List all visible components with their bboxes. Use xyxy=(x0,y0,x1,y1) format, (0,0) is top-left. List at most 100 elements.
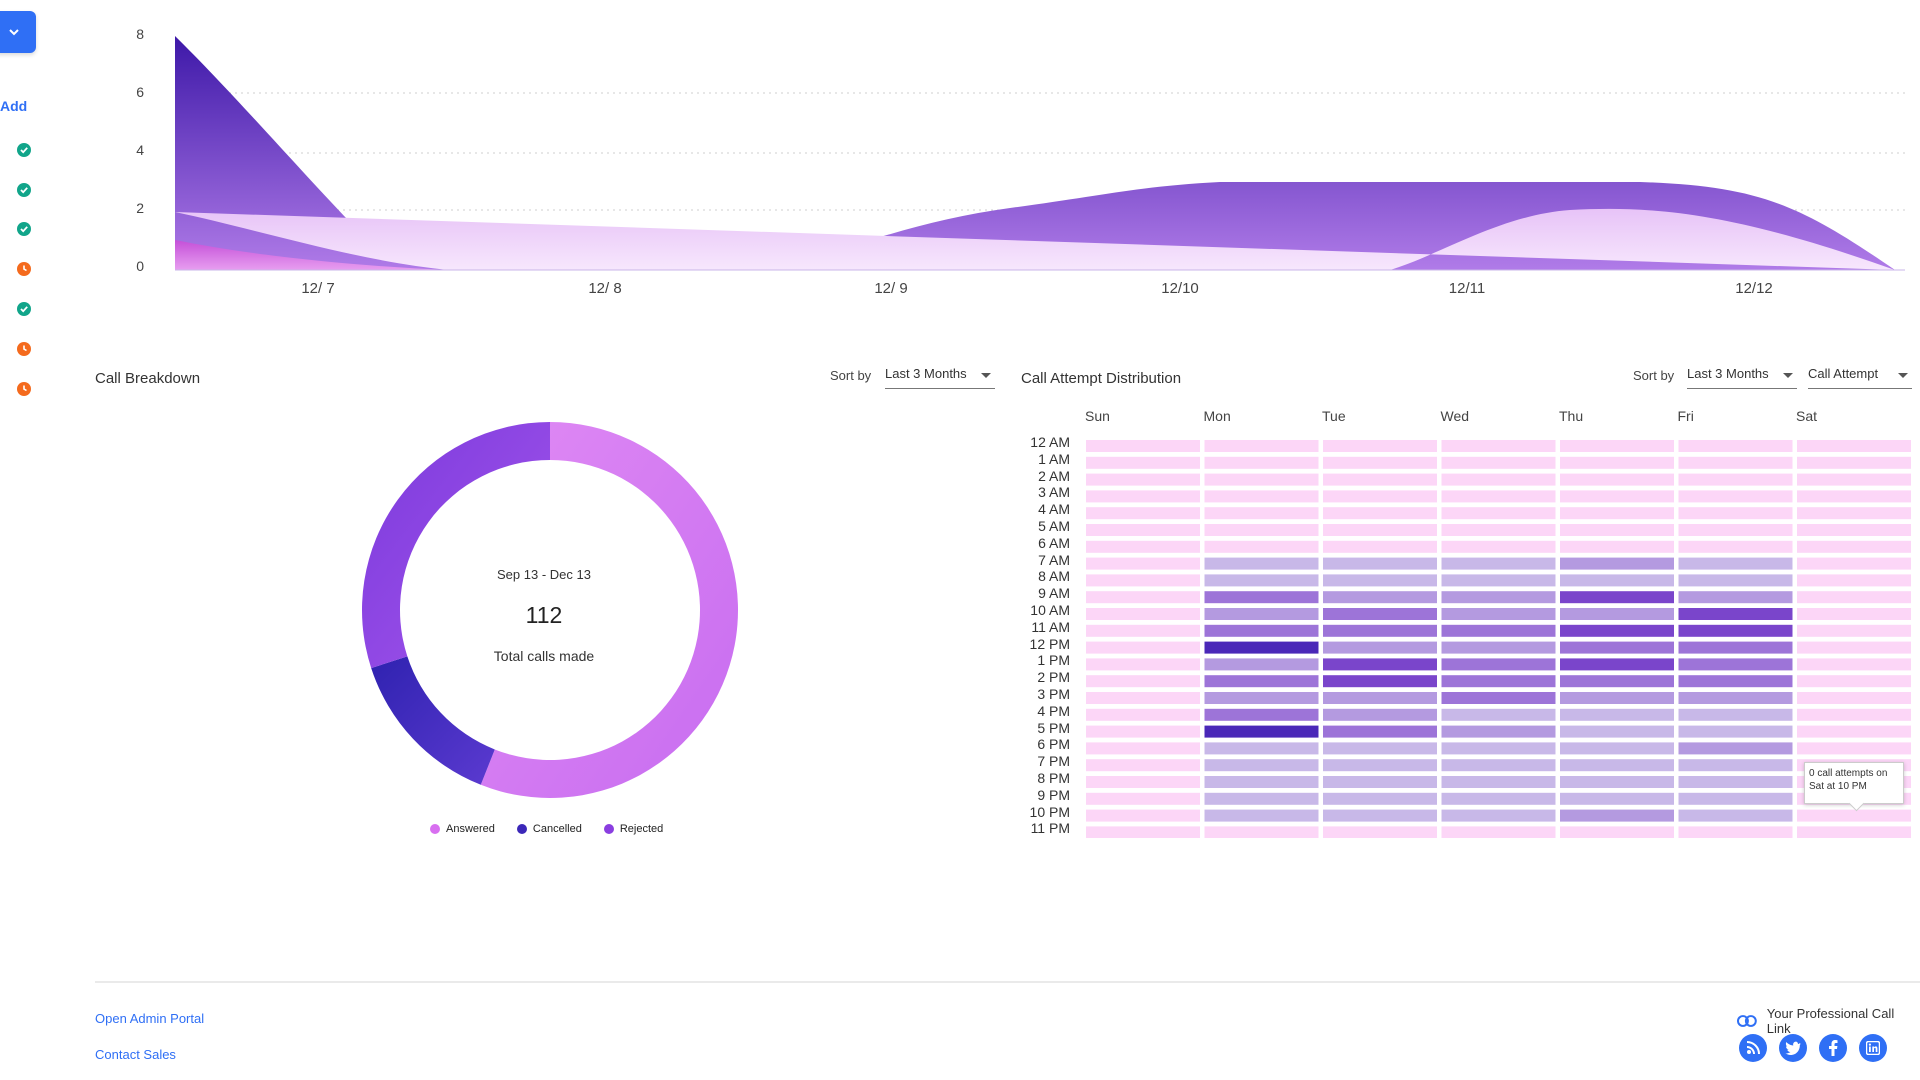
heatmap-cell[interactable] xyxy=(1323,591,1437,604)
heatmap-cell[interactable] xyxy=(1441,641,1556,654)
legend-item[interactable]: Answered xyxy=(430,823,495,835)
heatmap-cell[interactable] xyxy=(1441,574,1556,587)
heatmap-cell[interactable] xyxy=(1441,624,1556,637)
heatmap-cell[interactable] xyxy=(1678,809,1793,822)
heatmap-cell[interactable] xyxy=(1204,608,1319,620)
heatmap-cell[interactable] xyxy=(1560,540,1674,553)
heatmap-cell[interactable] xyxy=(1678,658,1793,671)
heatmap-cell[interactable] xyxy=(1678,507,1793,520)
heatmap-cell[interactable] xyxy=(1441,440,1556,452)
heatmap-cell[interactable] xyxy=(1678,540,1793,553)
heatmap-cell[interactable] xyxy=(1678,708,1793,721)
heatmap-cell[interactable] xyxy=(1560,776,1674,788)
heatmap-cell[interactable] xyxy=(1204,641,1319,654)
legend-item[interactable]: Rejected xyxy=(603,823,663,835)
heatmap-cell[interactable] xyxy=(1086,456,1200,469)
heatmap-cell[interactable] xyxy=(1204,540,1319,553)
heatmap-cell[interactable] xyxy=(1086,809,1200,822)
heatmap-cell[interactable] xyxy=(1678,490,1793,503)
heatmap-cell[interactable] xyxy=(1560,624,1674,637)
heatmap-cell[interactable] xyxy=(1560,524,1674,536)
dropdown-button[interactable] xyxy=(0,11,36,53)
heatmap-cell[interactable] xyxy=(1560,759,1674,772)
heatmap-cell[interactable] xyxy=(1441,675,1556,688)
heatmap-cell[interactable] xyxy=(1086,440,1200,452)
heatmap-cell[interactable] xyxy=(1560,742,1674,755)
heatmap-cell[interactable] xyxy=(1797,641,1911,654)
heatmap-cell[interactable] xyxy=(1204,557,1319,570)
heatmap-cell[interactable] xyxy=(1560,658,1674,671)
heatmap-cell[interactable] xyxy=(1560,792,1674,805)
heatmap-cell[interactable] xyxy=(1678,440,1793,452)
heatmap-cell[interactable] xyxy=(1204,591,1319,604)
heatmap-cell[interactable] xyxy=(1441,658,1556,671)
heatmap-cell[interactable] xyxy=(1441,759,1556,772)
add-link[interactable]: Add xyxy=(0,98,28,114)
heatmap-cell[interactable] xyxy=(1678,456,1793,469)
heatmap-cell[interactable] xyxy=(1086,658,1200,671)
heatmap-cell[interactable] xyxy=(1086,742,1200,755)
heatmap-cell[interactable] xyxy=(1323,624,1437,637)
heatmap-cell[interactable] xyxy=(1323,641,1437,654)
heatmap-cell[interactable] xyxy=(1441,826,1556,838)
heatmap-cell[interactable] xyxy=(1323,826,1437,838)
heatmap-cell[interactable] xyxy=(1323,675,1437,688)
heatmap-cell[interactable] xyxy=(1678,557,1793,570)
heatmap-cell[interactable] xyxy=(1204,776,1319,788)
rss-button[interactable] xyxy=(1739,1034,1767,1062)
heatmap-cell[interactable] xyxy=(1323,759,1437,772)
heatmap-cell[interactable] xyxy=(1441,524,1556,536)
heatmap-cell[interactable] xyxy=(1323,608,1437,620)
heatmap-cell[interactable] xyxy=(1323,507,1437,520)
heatmap-cell[interactable] xyxy=(1441,792,1556,805)
heatmap-cell[interactable] xyxy=(1678,608,1793,620)
heatmap-cell[interactable] xyxy=(1797,557,1911,570)
heatmap-cell[interactable] xyxy=(1086,624,1200,637)
heatmap-cell[interactable] xyxy=(1204,574,1319,587)
heatmap-cell[interactable] xyxy=(1441,692,1556,704)
heatmap-cell[interactable] xyxy=(1560,473,1674,486)
heatmap-cell[interactable] xyxy=(1086,608,1200,620)
heatmap-cell[interactable] xyxy=(1204,490,1319,503)
heatmap-cell[interactable] xyxy=(1797,507,1911,520)
heatmap-cell[interactable] xyxy=(1086,540,1200,553)
heatmap-cell[interactable] xyxy=(1560,608,1674,620)
heatmap-cell[interactable] xyxy=(1560,725,1674,738)
heatmap-cell[interactable] xyxy=(1323,540,1437,553)
heatmap-cell[interactable] xyxy=(1204,524,1319,536)
heatmap-cell[interactable] xyxy=(1323,792,1437,805)
heatmap-cell[interactable] xyxy=(1797,826,1911,838)
heatmap-cell[interactable] xyxy=(1678,692,1793,704)
heatmap-cell[interactable] xyxy=(1323,692,1437,704)
heatmap-cell[interactable] xyxy=(1797,624,1911,637)
heatmap-cell[interactable] xyxy=(1323,440,1437,452)
heatmap-cell[interactable] xyxy=(1797,675,1911,688)
distribution-sort-select[interactable]: Last 3 Months xyxy=(1687,366,1797,389)
heatmap-cell[interactable] xyxy=(1678,473,1793,486)
heatmap-cell[interactable] xyxy=(1323,776,1437,788)
heatmap-cell[interactable] xyxy=(1678,725,1793,738)
heatmap-cell[interactable] xyxy=(1086,826,1200,838)
facebook-button[interactable] xyxy=(1819,1034,1847,1062)
heatmap-cell[interactable] xyxy=(1678,574,1793,587)
heatmap-cell[interactable] xyxy=(1560,692,1674,704)
heatmap-cell[interactable] xyxy=(1441,776,1556,788)
heatmap-cell[interactable] xyxy=(1678,624,1793,637)
heatmap-cell[interactable] xyxy=(1797,574,1911,587)
heatmap-cell[interactable] xyxy=(1560,507,1674,520)
heatmap-cell[interactable] xyxy=(1441,608,1556,620)
distribution-metric-select[interactable]: Call Attempt xyxy=(1808,366,1912,389)
heatmap-cell[interactable] xyxy=(1323,574,1437,587)
heatmap-cell[interactable] xyxy=(1678,524,1793,536)
heatmap-cell[interactable] xyxy=(1560,708,1674,721)
heatmap-cell[interactable] xyxy=(1441,507,1556,520)
heatmap-cell[interactable] xyxy=(1560,557,1674,570)
heatmap-cell[interactable] xyxy=(1086,574,1200,587)
heatmap-cell[interactable] xyxy=(1797,608,1911,620)
contact-sales-link[interactable]: Contact Sales xyxy=(95,1047,176,1062)
heatmap-cell[interactable] xyxy=(1797,658,1911,671)
heatmap-cell[interactable] xyxy=(1086,490,1200,503)
heatmap-cell[interactable] xyxy=(1560,574,1674,587)
heatmap-cell[interactable] xyxy=(1678,641,1793,654)
legend-item[interactable]: Cancelled xyxy=(516,823,582,835)
